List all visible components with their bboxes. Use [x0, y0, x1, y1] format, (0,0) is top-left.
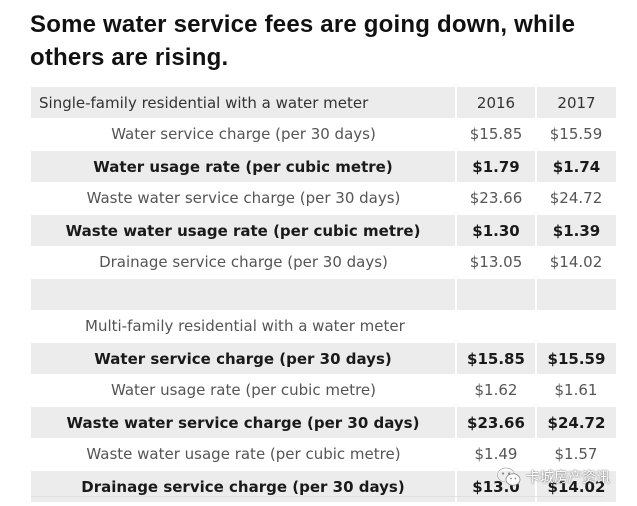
table-row: Waste water usage rate (per cubic metre)…: [31, 213, 616, 246]
value-2017: $1.74: [535, 149, 616, 182]
water-fees-table: Single-family residential with a water m…: [31, 85, 616, 502]
row-label: Waste water service charge (per 30 days): [86, 188, 401, 207]
header-label: Single-family residential with a water m…: [31, 85, 456, 118]
header-2017: 2017: [535, 85, 616, 118]
row-label: Waste water usage rate (per cubic metre): [86, 444, 401, 463]
value-2017: $24.72: [535, 405, 616, 438]
table-row: Waste water usage rate (per cubic metre)…: [31, 438, 616, 470]
row-label: Water service charge (per 30 days): [111, 124, 376, 143]
row-label: Water usage rate (per cubic metre): [110, 380, 376, 399]
spacer-cell: [31, 277, 456, 310]
section-heading-row: Multi-family residential with a water me…: [31, 310, 616, 342]
row-label: Water service charge (per 30 days): [31, 341, 456, 374]
spacer-cell: [535, 277, 616, 310]
value-2017: $15.59: [549, 124, 603, 143]
row-label: Drainage service charge (per 30 days): [99, 252, 388, 271]
row-label: Water usage rate (per cubic metre): [31, 149, 456, 182]
spacer-row: [31, 277, 616, 310]
value-2016: $1.79: [455, 149, 536, 182]
table-row: Water usage rate (per cubic metre) $1.62…: [31, 374, 616, 406]
spacer-cell: [455, 277, 536, 310]
section-heading-multi-family: Multi-family residential with a water me…: [85, 316, 405, 335]
table-row: Waste water service charge (per 30 days)…: [31, 182, 616, 214]
watermark: 卡城房产资讯: [496, 462, 610, 492]
value-2017: $1.57: [554, 444, 598, 463]
value-2016: $15.85: [455, 341, 536, 374]
row-label: Waste water service charge (per 30 days): [31, 405, 456, 438]
row-label: Waste water usage rate (per cubic metre): [31, 213, 456, 246]
table-row: Waste water service charge (per 30 days)…: [31, 405, 616, 438]
value-2017: $15.59: [535, 341, 616, 374]
value-2016: $1.62: [474, 380, 518, 399]
value-2017: $14.02: [549, 252, 603, 271]
table-row: Drainage service charge (per 30 days) $1…: [31, 246, 616, 278]
value-2016: $23.66: [469, 188, 523, 207]
value-2016: $1.49: [474, 444, 518, 463]
value-2016: $15.85: [469, 124, 523, 143]
watermark-text: 卡城房产资讯: [526, 470, 610, 486]
value-2017: $24.72: [549, 188, 603, 207]
page-title: Some water service fees are going down, …: [30, 11, 576, 71]
bottom-divider: [31, 496, 604, 497]
table-header-row: Single-family residential with a water m…: [31, 85, 616, 118]
header-2016: 2016: [455, 85, 536, 118]
value-2017: $1.61: [554, 380, 598, 399]
wechat-icon: [496, 466, 522, 488]
value-2016: $1.30: [455, 213, 536, 246]
value-2017: $1.39: [535, 213, 616, 246]
value-2016: $13.05: [469, 252, 523, 271]
table-row: Water service charge (per 30 days) $15.8…: [31, 341, 616, 374]
table-row: Water service charge (per 30 days) $15.8…: [31, 118, 616, 150]
row-label: Drainage service charge (per 30 days): [31, 469, 456, 502]
table-row: Water usage rate (per cubic metre) $1.79…: [31, 149, 616, 182]
value-2016: $23.66: [455, 405, 536, 438]
